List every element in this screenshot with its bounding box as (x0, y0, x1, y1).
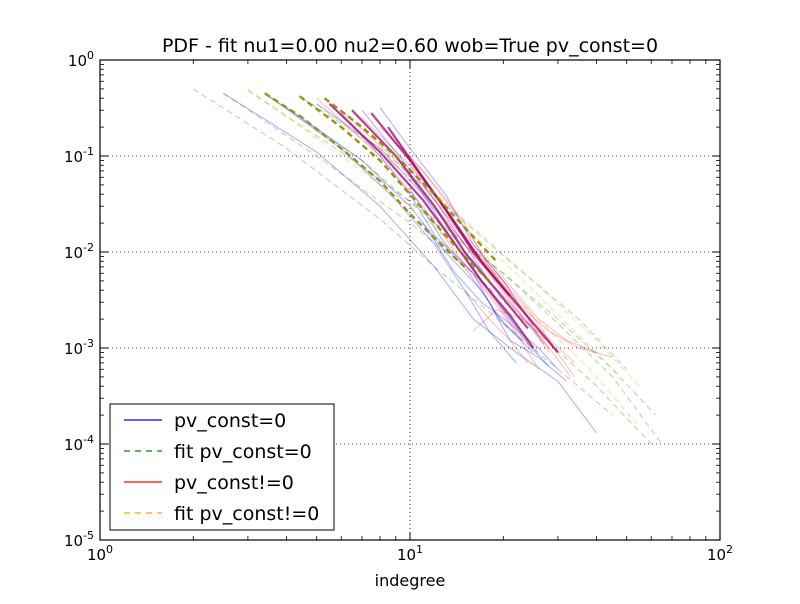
series-line-fit-pv-const-0 (192, 88, 613, 416)
y-tick-label: 10-5 (64, 529, 94, 550)
x-tick-base: 10 (87, 546, 106, 564)
y-tick-exponent: -2 (83, 241, 94, 254)
x-tick-base: 10 (397, 546, 416, 564)
x-tick-exponent: 2 (726, 543, 733, 556)
y-tick-base: 10 (64, 244, 83, 262)
series-line-fit-pv-const-0 (340, 109, 640, 387)
series-layer (192, 88, 663, 445)
y-tick-exponent: -1 (83, 145, 94, 158)
y-tick-label: 10-4 (64, 433, 94, 454)
grid-layer (100, 60, 720, 540)
y-tick-exponent: -4 (83, 433, 94, 446)
series-line-fit-pv-const-0 (268, 95, 663, 445)
y-tick-base: 10 (64, 532, 83, 550)
series-line-fit-pv-const-0 (302, 97, 628, 370)
y-tick-exponent: -3 (83, 337, 94, 350)
series-line-pv-const-0 (395, 138, 613, 358)
y-tick-exponent: -5 (83, 529, 94, 542)
series-line-pv-const-0 (286, 107, 534, 353)
series-line-fit-highlight (264, 92, 466, 268)
series-line-fit-highlight (298, 95, 490, 282)
series-line-pv-const-0 (379, 126, 597, 353)
y-tick-base: 10 (64, 340, 83, 358)
legend-box (109, 403, 335, 531)
y-tick-base: 10 (64, 148, 83, 166)
legend-label: fit pv_const!=0 (174, 503, 319, 525)
y-tick-base: 10 (68, 52, 87, 70)
y-tick-exponent: 0 (87, 49, 94, 62)
legend-label: pv_const!=0 (174, 472, 294, 494)
y-tick-label: 10-3 (64, 337, 94, 358)
x-tick-base: 10 (707, 546, 726, 564)
x-axis-label: indegree (375, 571, 446, 590)
y-tick-label: 100 (68, 49, 94, 70)
series-line-pv-const-0 (223, 92, 598, 434)
y-tick-label: 10-2 (64, 241, 94, 262)
x-tick-label: 102 (707, 543, 733, 564)
x-tick-exponent: 1 (416, 543, 423, 556)
series-line-pv-const-0 (361, 109, 545, 345)
series-line-fit-pv-const-0 (247, 90, 657, 416)
x-tick-label: 101 (397, 543, 423, 564)
chart-title: PDF - fit nu1=0.00 nu2=0.60 wob=True pv_… (162, 35, 658, 57)
series-line-pv-const-0 (340, 109, 572, 378)
series-line-pv-const-0 (379, 107, 534, 327)
series-line-pv-const-0 (464, 289, 529, 364)
y-tick-base: 10 (64, 436, 83, 454)
legend-label: pv_const=0 (174, 410, 286, 432)
series-line-overlap (387, 126, 511, 297)
series-line-pv-const-0 (422, 184, 576, 364)
y-tick-label: 10-1 (64, 145, 94, 166)
series-line-pv-const-0 (444, 244, 539, 353)
x-tick-exponent: 0 (106, 543, 113, 556)
series-line-fit-pv-const-0 (223, 92, 652, 445)
series-line-pv-const-0 (409, 189, 523, 341)
series-line-pv-const-0 (361, 117, 559, 353)
x-tick-label: 100 (87, 543, 113, 564)
series-line-pv-const-0 (422, 222, 559, 370)
legend-label: fit pv_const=0 (174, 441, 312, 463)
series-line-pv-const-0 (316, 97, 540, 370)
